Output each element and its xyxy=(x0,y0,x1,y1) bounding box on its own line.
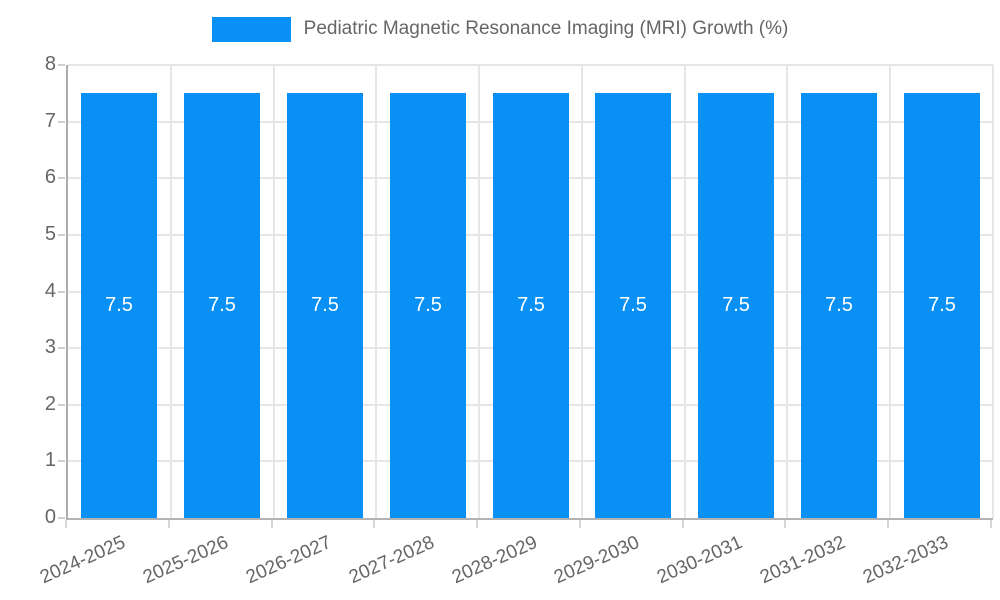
y-axis-tick-mark xyxy=(58,290,65,293)
gridline-vertical xyxy=(992,65,994,518)
x-axis-tick-mark xyxy=(990,520,992,528)
x-axis-tick-label: 2028-2029 xyxy=(448,532,541,589)
bar-value-label: 7.5 xyxy=(105,294,133,316)
x-axis-tick-label: 2032-2033 xyxy=(859,532,952,589)
x-axis-tick-label: 2029-2030 xyxy=(551,532,643,589)
bar[interactable]: 7.5 xyxy=(184,93,260,518)
y-axis-tick-label: 3 xyxy=(44,336,56,359)
gridline-vertical xyxy=(786,65,789,518)
bar-value-label: 7.5 xyxy=(825,294,853,316)
bar-value-label: 7.5 xyxy=(208,294,236,316)
x-axis-tick-mark xyxy=(681,520,684,528)
x-axis-tick-mark xyxy=(373,520,376,528)
y-axis-tick-label: 6 xyxy=(44,166,56,189)
y-axis-tick-label: 8 xyxy=(44,53,56,76)
bar[interactable]: 7.5 xyxy=(81,93,157,518)
x-axis-tick-mark xyxy=(578,520,581,528)
gridline-vertical xyxy=(580,65,583,518)
x-axis-tick-mark xyxy=(167,520,170,528)
bar[interactable]: 7.5 xyxy=(698,93,774,518)
gridline-vertical xyxy=(375,65,378,518)
bar-value-label: 7.5 xyxy=(928,294,956,316)
bar[interactable]: 7.5 xyxy=(595,93,671,518)
x-axis-tick-label: 2027-2028 xyxy=(345,532,438,589)
y-axis-tick-mark xyxy=(58,233,65,236)
gridline-vertical xyxy=(478,65,481,518)
y-axis-tick-mark xyxy=(58,120,65,123)
y-axis-tick-label: 7 xyxy=(44,109,56,132)
gridline-vertical xyxy=(169,65,172,518)
y-axis-tick-mark xyxy=(58,460,65,463)
y-axis-tick-label: 0 xyxy=(44,506,56,529)
x-axis-tick-mark xyxy=(270,520,273,528)
chart-legend[interactable]: Pediatric Magnetic Resonance Imaging (MR… xyxy=(0,17,1000,42)
y-axis-tick-label: 1 xyxy=(44,449,56,472)
y-axis-tick-label: 2 xyxy=(44,392,56,415)
y-axis-tick-label: 4 xyxy=(44,279,56,302)
y-axis-tick-mark xyxy=(58,403,65,406)
y-axis-tick-mark xyxy=(58,177,65,180)
bar-value-label: 7.5 xyxy=(722,294,750,316)
x-axis-tick-label: 2031-2032 xyxy=(756,532,849,589)
gridline-horizontal xyxy=(68,64,993,66)
x-axis-tick-label: 2025-2026 xyxy=(140,532,232,589)
legend-label: Pediatric Magnetic Resonance Imaging (MR… xyxy=(303,18,789,40)
y-axis-tick-mark xyxy=(58,347,65,350)
bar[interactable]: 7.5 xyxy=(904,93,980,518)
bar-value-label: 7.5 xyxy=(311,294,339,316)
y-axis-tick-label: 5 xyxy=(44,222,56,245)
x-axis-tick-mark xyxy=(887,520,890,528)
bar[interactable]: 7.5 xyxy=(801,93,877,518)
bar[interactable]: 7.5 xyxy=(493,93,569,518)
bar-value-label: 7.5 xyxy=(414,294,442,316)
bar[interactable]: 7.5 xyxy=(390,93,466,518)
x-axis-tick-mark xyxy=(65,520,67,528)
x-axis-tick-mark xyxy=(784,520,787,528)
x-axis-tick-label: 2026-2027 xyxy=(242,532,335,589)
y-axis-tick-mark xyxy=(58,64,65,66)
gridline-vertical xyxy=(272,65,275,518)
bar-value-label: 7.5 xyxy=(619,294,647,316)
x-axis-tick-label: 2030-2031 xyxy=(654,532,746,589)
x-axis-tick-label: 2024-2025 xyxy=(37,532,129,589)
x-axis-tick-mark xyxy=(476,520,479,528)
gridline-vertical xyxy=(683,65,686,518)
legend-swatch xyxy=(211,17,291,42)
bar[interactable]: 7.5 xyxy=(287,93,363,518)
plot-area: 7.5 7.5 7.5 7.5 7.5 7.5 7.5 7.5 7.5 xyxy=(66,64,994,520)
gridline-vertical xyxy=(889,65,892,518)
bar-value-label: 7.5 xyxy=(517,294,545,316)
y-axis-tick-mark xyxy=(58,517,65,519)
